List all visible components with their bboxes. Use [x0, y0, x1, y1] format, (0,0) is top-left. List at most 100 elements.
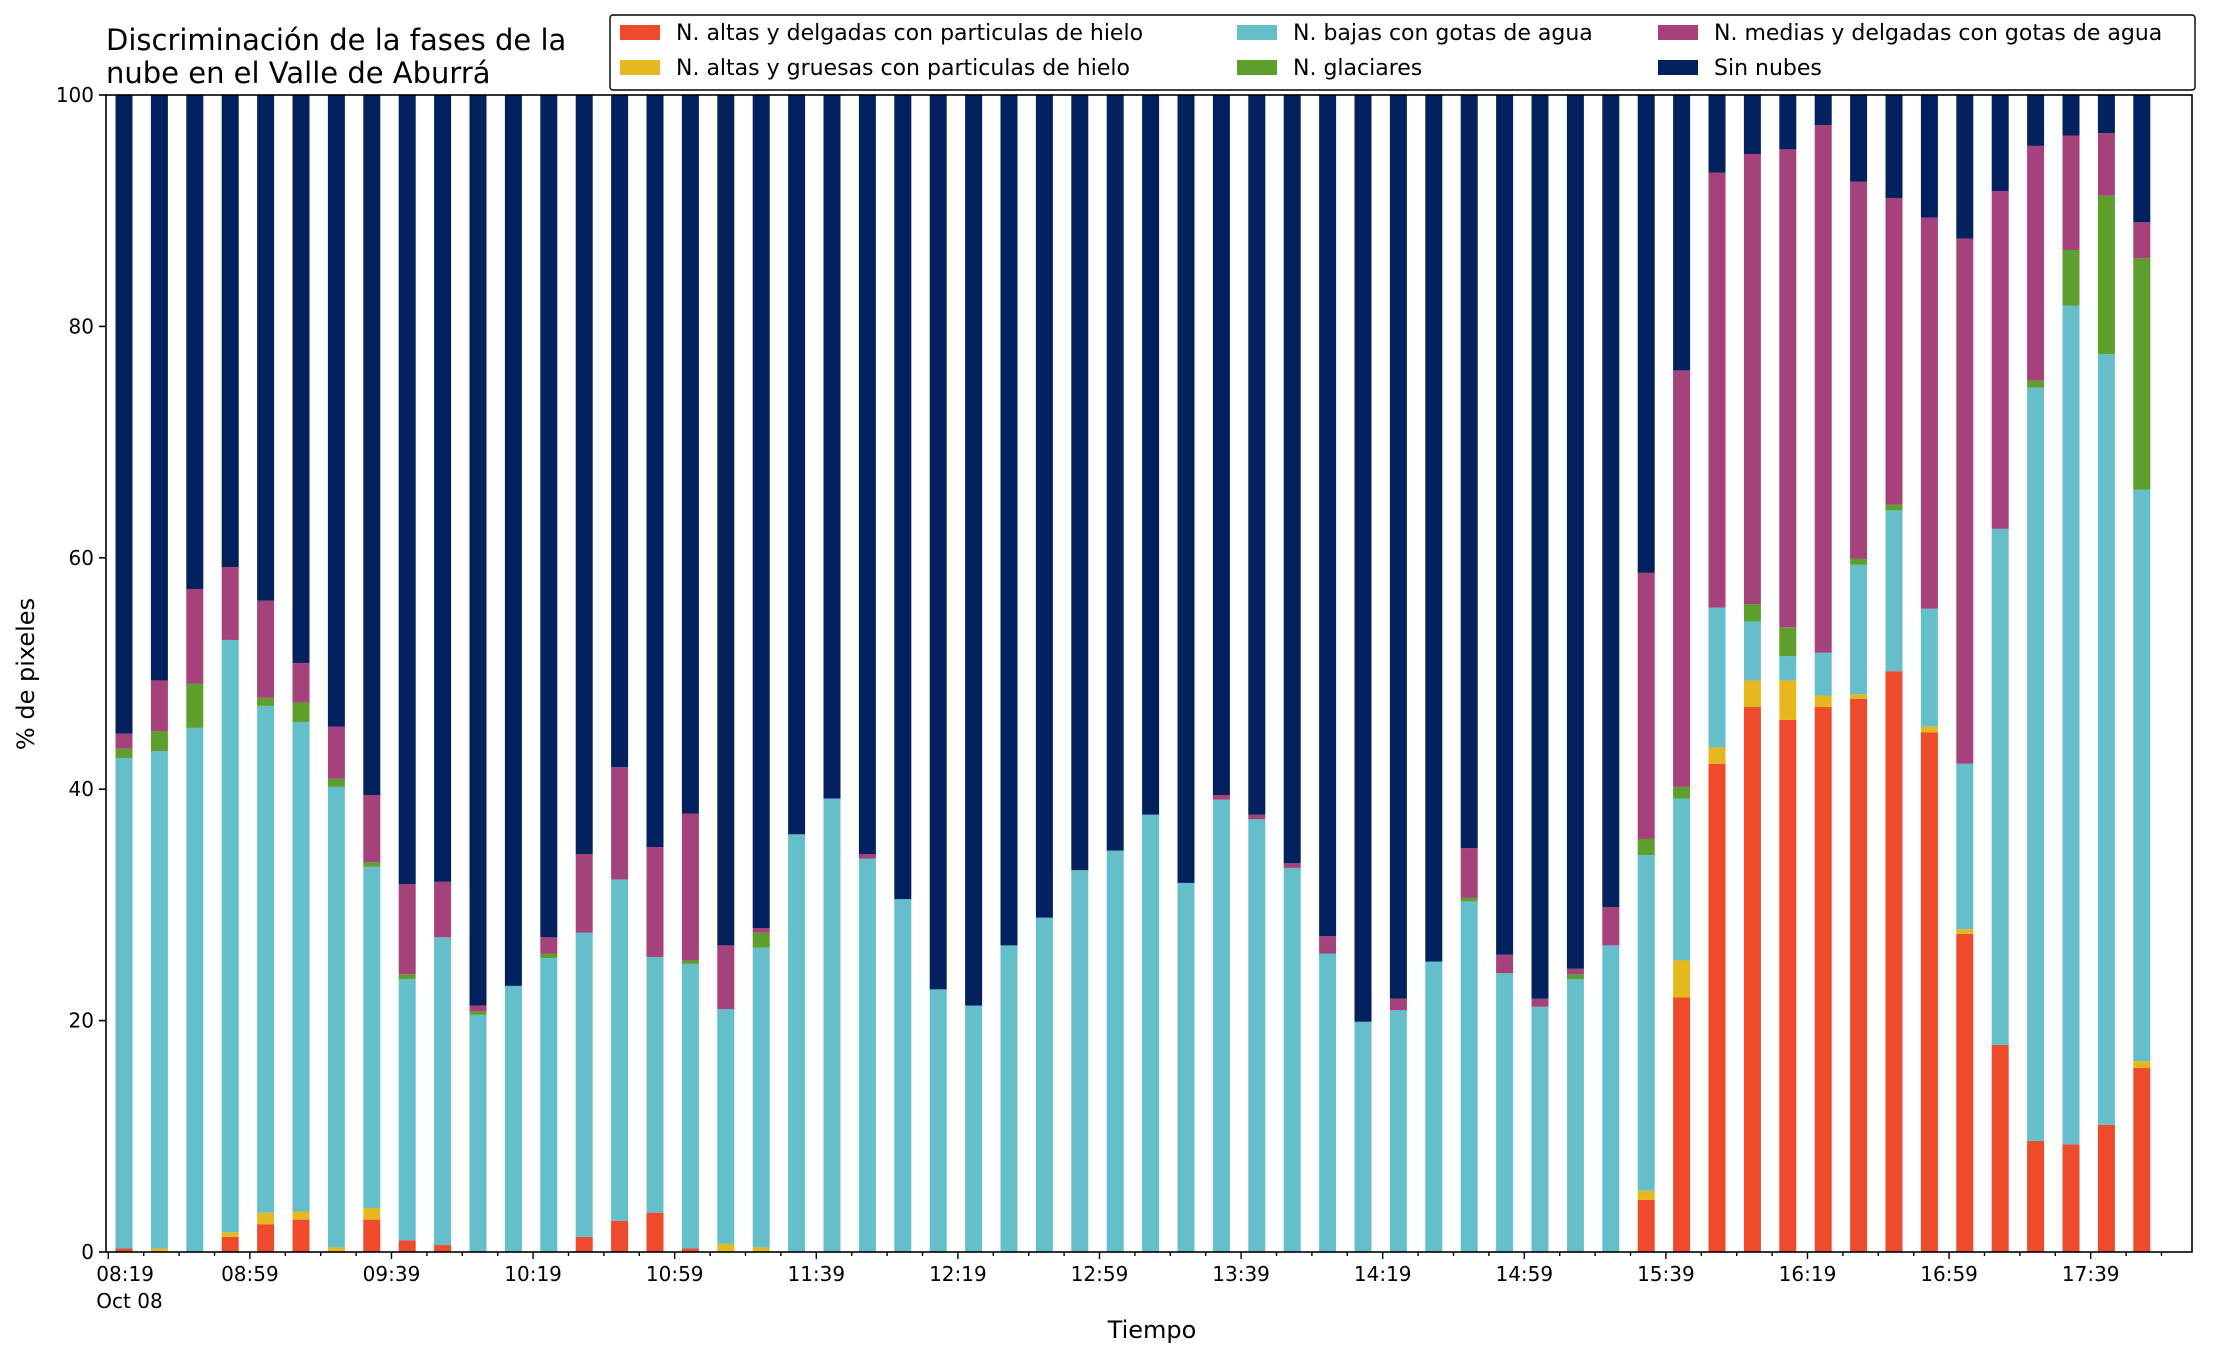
bar-segment-5-1549	[1708, 172, 1726, 608]
bar-segment-6-1549	[1708, 95, 1726, 173]
bar-segment-6-1009	[504, 95, 522, 986]
bar-segment-4-1629	[1850, 558, 1868, 565]
bar-segment-6-1019	[540, 95, 558, 938]
bar-segment-6-1729	[2062, 95, 2080, 136]
bar-segment-5-1339	[1248, 814, 1266, 820]
bar-segment-6-0909	[292, 95, 310, 664]
bar-segment-6-1639	[1885, 95, 1903, 198]
bar-segment-5-0829	[150, 680, 168, 732]
bar-segment-6-1619	[1814, 95, 1832, 126]
bar-segment-6-1449	[1496, 95, 1514, 955]
bar-segment-3-1619	[1814, 652, 1832, 696]
legend-label: N. medias y delgadas con gotas de agua	[1714, 21, 2162, 46]
bar-segment-6-1509	[1566, 95, 1584, 969]
x-tick-label: 09:39	[363, 1262, 421, 1286]
bar-segment-3-1439	[1460, 901, 1478, 1252]
bar-segment-3-1639	[1885, 510, 1903, 672]
bar-segment-6-1749	[2133, 95, 2151, 223]
bar-segment-3-1629	[1850, 564, 1868, 695]
bar-segment-1-1749	[2133, 1068, 2151, 1252]
bar-segment-5-1019	[540, 937, 558, 954]
chart-title-line-2: nube en el Valle de Aburrá	[106, 56, 491, 90]
bar-segment-1-1659	[1956, 933, 1974, 1252]
bar-segment-3-1509	[1566, 978, 1584, 1252]
x-tick-label: 10:59	[646, 1262, 704, 1286]
bar-segment-6-1539	[1673, 95, 1691, 371]
bar-segment-3-1649	[1920, 608, 1938, 727]
bar-segment-3-1739	[2097, 354, 2115, 1125]
bar-segment-6-1629	[1850, 95, 1868, 182]
bar-segment-3-1459	[1531, 1006, 1549, 1252]
bar-segment-6-1229	[1000, 95, 1018, 946]
bar-segment-4-0929	[363, 862, 381, 867]
bar-segment-5-1739	[2097, 133, 2115, 196]
bar-segment-3-1249	[1071, 870, 1089, 1252]
bar-segment-5-1049	[646, 847, 664, 957]
bar-segment-5-1659	[1956, 238, 1974, 764]
bar-segment-6-1339	[1248, 95, 1266, 815]
bar-segment-5-1729	[2062, 135, 2080, 251]
bar-segment-6-1309	[1142, 95, 1160, 815]
bar-segment-1-1059	[681, 1248, 699, 1252]
bar-segment-6-1259	[1106, 95, 1124, 851]
bar-segment-3-0819	[115, 757, 133, 1249]
bar-segment-3-1109	[717, 1009, 735, 1244]
bar-segment-6-1239	[1035, 95, 1053, 918]
bar-segment-2-1649	[1920, 726, 1938, 733]
y-tick-label: 80	[69, 314, 94, 338]
x-tick-label: 08:59	[221, 1262, 279, 1286]
bar-segment-1-1049	[646, 1212, 664, 1252]
bar-segment-6-1109	[717, 95, 735, 946]
bar-segment-4-0959	[469, 1011, 487, 1015]
bar-segment-2-1659	[1956, 929, 1974, 934]
bar-segment-1-0859	[257, 1224, 275, 1252]
bar-segment-6-1149	[858, 95, 876, 854]
bar-segment-3-1229	[1000, 945, 1018, 1252]
bar-segment-5-1529	[1637, 572, 1655, 839]
bar-segment-3-1729	[2062, 305, 2080, 1145]
bar-segment-3-1529	[1637, 855, 1655, 1191]
bar-segment-4-0829	[150, 731, 168, 752]
bar-segment-4-1749	[2133, 258, 2151, 490]
bar-segment-5-1519	[1602, 907, 1620, 946]
bar-segment-3-0939	[398, 978, 416, 1241]
y-tick-label: 0	[81, 1240, 94, 1264]
bars-layer	[115, 95, 2151, 1252]
x-tick-label: 16:19	[1779, 1262, 1837, 1286]
bar-segment-5-1649	[1920, 217, 1938, 609]
bar-segment-6-1529	[1637, 95, 1655, 573]
bar-segment-3-1409	[1354, 1021, 1372, 1252]
bar-segment-6-1459	[1531, 95, 1549, 999]
bar-segment-1-0929	[363, 1219, 381, 1252]
bar-segment-5-1709	[1991, 191, 2009, 529]
legend-swatch	[1237, 60, 1277, 75]
bar-segment-5-0849	[221, 567, 239, 640]
bar-segment-3-1339	[1248, 819, 1266, 1252]
y-axis: 0 20 40 60 80 100	[56, 83, 106, 1264]
bar-segment-1-0949	[434, 1245, 452, 1252]
bar-segment-5-1059	[681, 813, 699, 961]
bar-segment-2-0919	[327, 1247, 345, 1252]
bar-segment-4-1559	[1743, 604, 1761, 622]
bar-segment-4-1639	[1885, 504, 1903, 511]
bar-segment-4-0859	[257, 697, 275, 706]
bar-segment-5-1449	[1496, 954, 1514, 974]
bar-segment-5-1509	[1566, 968, 1584, 975]
bar-segment-3-0929	[363, 866, 381, 1209]
bar-segment-2-1619	[1814, 695, 1832, 708]
bar-segment-5-1359	[1319, 936, 1337, 954]
bar-segment-3-1219	[965, 1005, 983, 1252]
bar-segment-5-0939	[398, 884, 416, 975]
bar-segment-3-1659	[1956, 763, 1974, 930]
chart-title-line-1: Discriminación de la fases de la	[106, 23, 566, 57]
bar-segment-6-1429	[1425, 95, 1443, 962]
bar-segment-6-1159	[894, 95, 912, 900]
bar-segment-3-1359	[1319, 953, 1337, 1252]
legend-label: Sin nubes	[1714, 56, 1822, 81]
bar-segment-1-0819	[115, 1248, 133, 1252]
bar-segment-6-0949	[434, 95, 452, 882]
bar-segment-6-1139	[823, 95, 841, 799]
bar-segment-5-1029	[575, 853, 593, 933]
bar-segment-5-0859	[257, 600, 275, 698]
y-axis-label: % de pixeles	[12, 598, 40, 750]
